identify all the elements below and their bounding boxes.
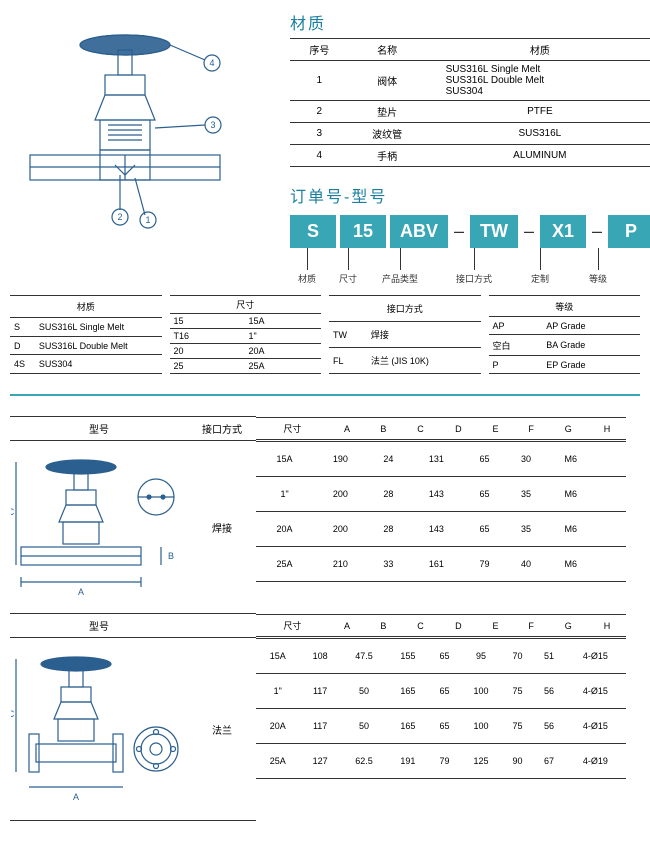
code-size: 15 [340, 215, 386, 248]
col-name: 名称 [349, 39, 426, 61]
code-type: ABV [390, 215, 448, 248]
svg-text:3: 3 [210, 120, 215, 130]
legend-grade: 等级 APAP Grade 空白BA Grade PEP Grade [489, 295, 641, 374]
svg-text:4: 4 [209, 58, 214, 68]
main-valve-diagram: 4 3 1 2 [10, 10, 280, 230]
weld-diagram: A B C [11, 442, 181, 612]
dim-table-weld-header: 尺寸ABCDEFGH [256, 417, 626, 440]
col-mat: 材质 [426, 39, 650, 61]
weld-label: 焊接 [188, 441, 256, 614]
section-divider [10, 394, 640, 396]
col-no: 序号 [290, 39, 349, 61]
svg-text:A: A [73, 792, 79, 802]
dim-table-weld: 15A190241316530M6 1"200281436535M6 20A20… [256, 441, 626, 582]
legend-size: 尺寸 1515A T161" 2020A 2525A [170, 295, 322, 374]
flange-label: 法兰 [188, 638, 256, 821]
materials-table: 序号 名称 材质 1 阀体 SUS316L Single Melt SUS316… [290, 38, 650, 167]
legend-material: 材质 SSUS316L Single Melt DSUS316L Double … [10, 295, 162, 374]
svg-text:2: 2 [117, 212, 122, 222]
code-material: S [290, 215, 336, 248]
svg-text:C: C [11, 507, 15, 517]
materials-title: 材质 [290, 10, 650, 34]
type-header: 型号 [10, 417, 188, 441]
ordering-code-row: S 15 ABV – TW – X1 – P [290, 215, 650, 248]
dash: – [452, 221, 466, 242]
svg-text:B: B [168, 551, 174, 561]
dim-table-fl-header: 尺寸ABCDEFGH [256, 614, 626, 637]
dim-table-flange: 15A10847.5155659570514-Ø15 1"11750165651… [256, 638, 626, 779]
dash: – [522, 221, 536, 242]
dash: – [590, 221, 604, 242]
conn-header: 接口方式 [188, 417, 256, 441]
code-grade: P [608, 215, 650, 248]
svg-text:1: 1 [145, 215, 150, 225]
code-custom: X1 [540, 215, 586, 248]
svg-text:A: A [78, 587, 84, 597]
mat-cell: SUS316L Single Melt SUS316L Double Melt … [426, 61, 650, 101]
legend-conn: 接口方式 TW焊接 FL法兰 (JIS 10K) [329, 295, 481, 374]
flange-diagram: A C [11, 639, 181, 819]
svg-text:C: C [11, 709, 15, 719]
code-conn: TW [470, 215, 518, 248]
ordering-title: 订单号-型号 [290, 183, 650, 207]
